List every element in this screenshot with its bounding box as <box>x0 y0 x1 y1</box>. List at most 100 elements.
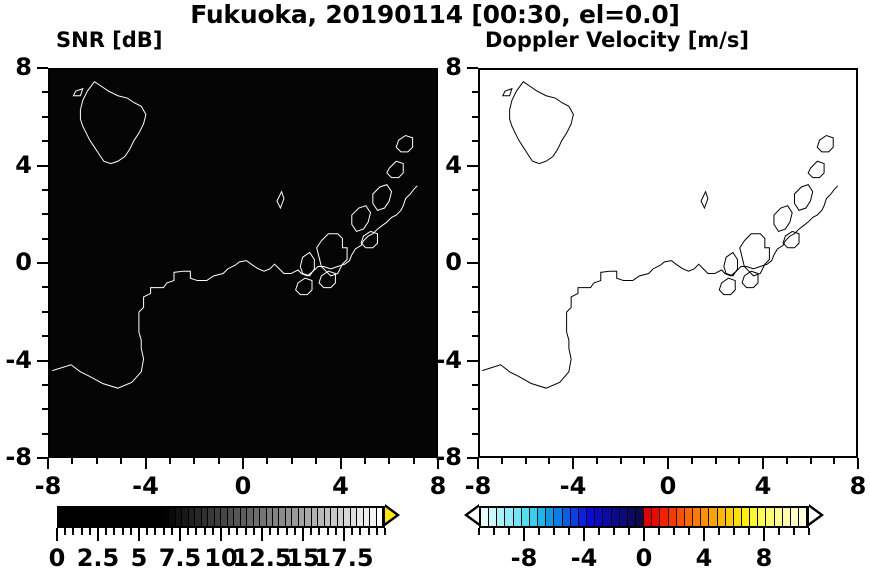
snr-coastline-map <box>50 70 436 456</box>
colorbar-minor-tick <box>808 528 810 535</box>
colorbar-minor-tick <box>105 528 108 535</box>
coastline-path <box>387 161 403 177</box>
y-axis-minor-tick <box>472 432 478 435</box>
colorbar-minor-tick <box>568 528 570 535</box>
colorbar-segment <box>546 508 555 526</box>
y-axis-tick-label: -4 <box>435 345 462 374</box>
colorbar-major-tick <box>56 528 58 541</box>
colorbar-segment <box>266 508 273 526</box>
y-axis-major-tick <box>467 67 478 69</box>
colorbar-segment <box>790 508 800 526</box>
colorbar-segment <box>279 508 286 526</box>
colorbar-segment <box>227 508 235 526</box>
colorbar-segment <box>149 508 157 526</box>
colorbar-segment <box>538 508 547 526</box>
colorbar-minor-tick <box>244 528 247 535</box>
x-axis-tick-label: 8 <box>429 472 447 500</box>
x-axis-major-tick <box>47 458 49 469</box>
x-axis-major-tick <box>857 458 859 469</box>
x-axis-tick-label: -4 <box>559 472 587 500</box>
colorbar-minor-tick <box>72 528 75 535</box>
colorbar-segment <box>717 508 726 526</box>
coastline-path <box>742 271 758 287</box>
colorbar-major-tick <box>138 528 140 541</box>
colorbar-minor-tick <box>285 528 288 535</box>
y-axis-minor-tick <box>472 310 478 313</box>
colorbar-segment <box>97 508 105 526</box>
colorbar-segment <box>311 508 319 526</box>
coastline-path <box>396 136 412 152</box>
y-axis-minor-tick <box>472 383 478 386</box>
y-axis-minor-tick <box>472 286 478 289</box>
coastline-path <box>482 186 837 388</box>
y-axis-minor-tick <box>42 383 48 386</box>
colorbar-segment <box>554 508 563 526</box>
colorbar-major-tick <box>302 528 304 541</box>
y-axis-minor-tick <box>472 115 478 118</box>
colorbar-segment <box>285 508 293 526</box>
y-axis-minor-tick <box>42 432 48 435</box>
colorbar-segment <box>652 508 661 526</box>
x-axis-minor-tick <box>548 458 551 464</box>
y-axis-minor-tick <box>472 335 478 338</box>
colorbar-segment <box>318 508 325 526</box>
colorbar-major-tick <box>523 528 525 541</box>
colorbar-minor-tick <box>154 528 157 535</box>
colorbar-major-tick <box>343 528 345 541</box>
y-axis-tick-label: -8 <box>5 443 32 471</box>
colorbar-minor-tick <box>748 528 750 535</box>
colorbar-segment <box>635 508 645 526</box>
colorbar-minor-tick <box>293 528 296 535</box>
y-axis-major-tick <box>37 67 48 69</box>
x-axis-major-tick <box>667 458 669 469</box>
colorbar-tick-label: -8 <box>510 544 538 572</box>
colorbar-segment <box>201 508 209 526</box>
coastline-path <box>296 278 312 294</box>
colorbar-segment <box>603 508 612 526</box>
colorbar-segment <box>562 508 571 526</box>
colorbar-segment <box>489 508 498 526</box>
colorbar-tick-label: 8 <box>755 544 773 572</box>
colorbar-segment <box>292 508 299 526</box>
x-axis-tick-label: 0 <box>659 472 677 500</box>
colorbar-extend-max-fill <box>809 507 820 523</box>
x-axis-tick-label: -8 <box>464 472 492 500</box>
doppler-plot-area[interactable] <box>478 68 858 458</box>
colorbar-segment <box>123 508 131 526</box>
x-axis-tick-label: -8 <box>34 472 62 500</box>
y-axis-minor-tick <box>42 213 48 216</box>
coastline-path <box>319 271 335 287</box>
colorbar-segment <box>521 508 530 526</box>
y-axis-minor-tick <box>472 213 478 216</box>
y-axis-major-tick <box>37 359 48 362</box>
colorbar-segment <box>684 508 694 526</box>
figure-title: Fukuoka, 20190114 [00:30, el=0.0] <box>190 0 680 29</box>
x-axis-minor-tick <box>217 458 220 464</box>
colorbar-segment <box>169 508 176 526</box>
y-axis-minor-tick <box>472 237 478 240</box>
colorbar-major-tick <box>220 528 222 541</box>
x-axis-minor-tick <box>500 458 503 464</box>
colorbar-minor-tick <box>538 528 540 535</box>
colorbar-minor-tick <box>64 528 67 535</box>
colorbar-segment <box>175 508 183 526</box>
colorbar-tick-label: 17.5 <box>314 544 374 572</box>
x-axis-minor-tick <box>71 458 74 464</box>
colorbar-minor-tick <box>162 528 165 535</box>
x-axis-minor-tick <box>95 458 98 464</box>
colorbar-segment <box>676 508 685 526</box>
snr-panel-title: SNR [dB] <box>56 28 163 52</box>
colorbar-segment <box>337 508 345 526</box>
snr-plot-area[interactable] <box>48 68 438 458</box>
y-axis-minor-tick <box>42 286 48 289</box>
colorbar-major-tick <box>643 528 645 541</box>
colorbar-segment <box>65 508 72 526</box>
colorbar-segment <box>104 508 111 526</box>
colorbar-minor-tick <box>318 528 321 535</box>
y-axis-major-tick <box>467 359 478 362</box>
colorbar-tick-label: 7.5 <box>158 544 202 572</box>
x-axis-major-tick <box>437 458 439 469</box>
colorbar-tick-label: 2.5 <box>76 544 120 572</box>
y-axis-minor-tick <box>42 188 48 191</box>
colorbar-tick-label: 5 <box>130 544 148 572</box>
